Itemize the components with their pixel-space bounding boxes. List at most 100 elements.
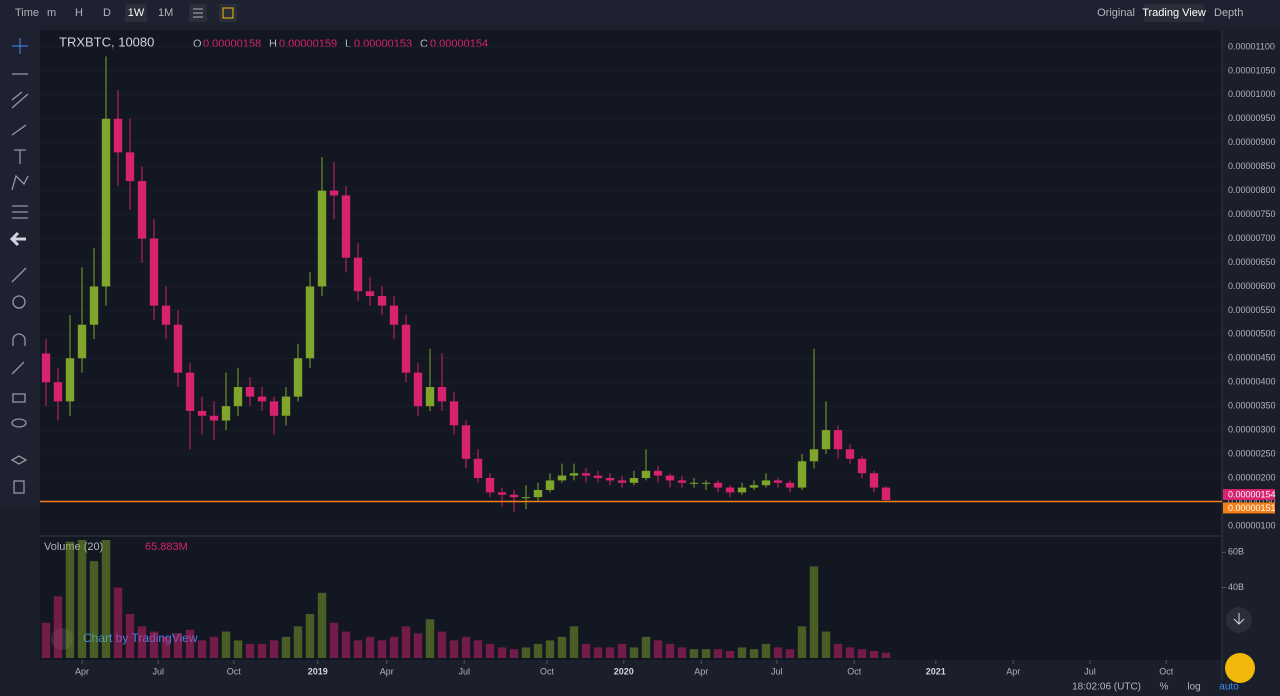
candle-body bbox=[509, 494, 519, 498]
x-tick-label: Apr bbox=[75, 666, 89, 676]
candle-body bbox=[245, 387, 255, 397]
candle-body bbox=[701, 482, 711, 484]
candle-body bbox=[293, 358, 303, 397]
volume-bar bbox=[113, 587, 123, 658]
y-tick-label: 0.00000800 bbox=[1228, 185, 1276, 195]
y-tick-label: 0.00000750 bbox=[1228, 209, 1276, 219]
drawing-tools[interactable] bbox=[9, 38, 29, 494]
volume-bar bbox=[53, 596, 63, 658]
y-tick-label: 0.00000400 bbox=[1228, 377, 1276, 387]
lock-icon[interactable] bbox=[12, 393, 26, 403]
x-tick-label: Apr bbox=[380, 666, 394, 676]
view-tab[interactable]: Original bbox=[1097, 7, 1135, 19]
y-tick-label: 0.00000300 bbox=[1228, 424, 1276, 434]
candle-body bbox=[533, 489, 543, 498]
candle-body bbox=[317, 190, 327, 287]
candle-body bbox=[125, 152, 135, 182]
legend-value: 0.00000153 bbox=[354, 38, 412, 50]
crosshair-icon[interactable] bbox=[12, 38, 28, 54]
y-tick-label: 0.00000900 bbox=[1228, 137, 1276, 147]
fib-icon[interactable] bbox=[12, 205, 28, 219]
back-icon[interactable] bbox=[9, 231, 26, 247]
trend-icon[interactable] bbox=[11, 91, 29, 109]
magnet-icon[interactable] bbox=[12, 333, 26, 346]
layers-icon[interactable] bbox=[10, 455, 28, 465]
active-interval bbox=[125, 4, 147, 22]
brush-icon[interactable] bbox=[11, 124, 27, 136]
candle-body bbox=[881, 487, 891, 501]
pencil-icon[interactable] bbox=[11, 361, 25, 375]
candle-body bbox=[365, 291, 375, 297]
volume-bar bbox=[857, 649, 867, 658]
candle-body bbox=[653, 470, 663, 476]
y-tick-label: 0.00000700 bbox=[1228, 233, 1276, 243]
volume-bar bbox=[161, 636, 171, 658]
volume-bar bbox=[701, 649, 711, 658]
volume-bar bbox=[485, 643, 495, 658]
volume-bar bbox=[329, 622, 339, 658]
y-tick-label: 0.00000600 bbox=[1228, 281, 1276, 291]
price-label-bg bbox=[1223, 502, 1275, 514]
trash-icon[interactable] bbox=[13, 480, 25, 494]
x-tick-label: Oct bbox=[227, 666, 242, 676]
toolbar-item[interactable]: D bbox=[103, 7, 111, 19]
pattern-icon[interactable] bbox=[11, 174, 29, 191]
view-tab[interactable]: Trading View bbox=[1142, 7, 1206, 19]
indicator-button[interactable] bbox=[219, 4, 237, 22]
candle-body bbox=[773, 480, 783, 483]
volume-bar bbox=[689, 649, 699, 658]
y-tick-label: 0.00000500 bbox=[1228, 329, 1276, 339]
volume-bar bbox=[665, 643, 675, 658]
candle-body bbox=[209, 415, 219, 421]
volume-bar bbox=[353, 640, 363, 658]
legend-label: O bbox=[193, 38, 202, 50]
view-tab[interactable]: Depth bbox=[1214, 7, 1243, 19]
legend-label: L bbox=[345, 38, 351, 50]
x-tick-label: 2021 bbox=[926, 666, 946, 676]
eye-icon[interactable] bbox=[11, 418, 27, 428]
volume-bar bbox=[521, 647, 531, 658]
settings-icon bbox=[193, 8, 203, 18]
price-label: 0.00000151 bbox=[1228, 503, 1276, 513]
toolbar-item[interactable]: 1M bbox=[158, 7, 173, 19]
toolbar-item[interactable]: H bbox=[75, 7, 83, 19]
x-tick-label: Jul bbox=[771, 666, 783, 676]
auto-toggle[interactable]: auto bbox=[1219, 682, 1239, 693]
candle-body bbox=[761, 480, 771, 486]
candle-body bbox=[173, 324, 183, 373]
volume-bar bbox=[77, 540, 87, 658]
clock: 18:02:06 (UTC) bbox=[1072, 682, 1141, 693]
candle-body bbox=[269, 401, 279, 416]
toolbar-item[interactable]: Time bbox=[15, 7, 39, 19]
volume-bar bbox=[545, 640, 555, 658]
volume-bar bbox=[449, 640, 459, 658]
toolbar-item[interactable]: m bbox=[47, 7, 56, 19]
volume-bar bbox=[761, 643, 771, 658]
zoom-icon[interactable] bbox=[12, 295, 26, 309]
volume-bar bbox=[101, 540, 111, 658]
volume-bar bbox=[221, 631, 231, 658]
x-tick-label: Apr bbox=[1006, 666, 1020, 676]
log-toggle[interactable]: log bbox=[1187, 682, 1200, 693]
volume-bar bbox=[305, 613, 315, 658]
candle-body bbox=[617, 480, 627, 483]
volume-value: 65.883M bbox=[145, 541, 188, 553]
volume-bar bbox=[281, 636, 291, 658]
candle-body bbox=[593, 475, 603, 479]
top-toolbar bbox=[0, 0, 1280, 26]
candle-body bbox=[785, 482, 795, 488]
volume-bar bbox=[269, 640, 279, 658]
candle-body bbox=[557, 475, 567, 481]
chat-button[interactable] bbox=[1225, 653, 1255, 683]
percent-toggle[interactable]: % bbox=[1160, 682, 1169, 693]
legend-value: 0.00000158 bbox=[203, 38, 261, 50]
y-tick-label: 0.00000200 bbox=[1228, 472, 1276, 482]
volume-bar bbox=[413, 633, 423, 658]
active-view[interactable] bbox=[1144, 4, 1204, 22]
text-icon[interactable] bbox=[14, 149, 26, 164]
volume-bar bbox=[881, 652, 891, 658]
ruler-icon[interactable] bbox=[11, 267, 27, 283]
candle-body bbox=[521, 497, 531, 499]
toolbar-item[interactable]: 1W bbox=[128, 7, 145, 19]
volume-bar bbox=[653, 640, 663, 658]
